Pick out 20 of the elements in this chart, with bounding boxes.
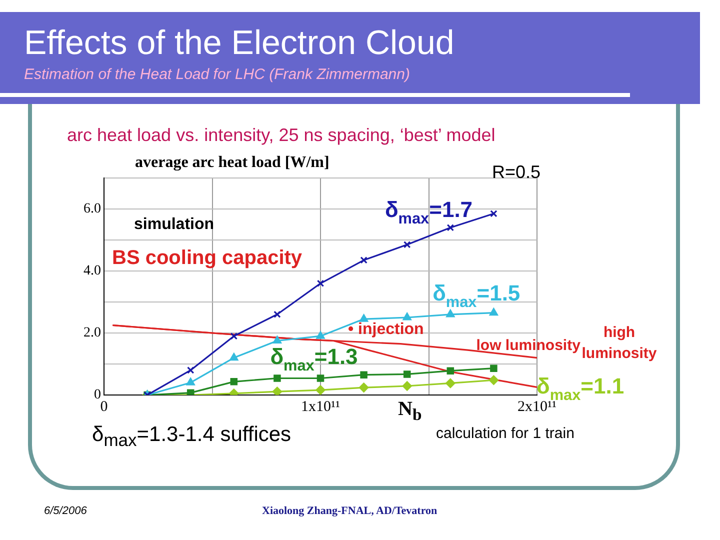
x-axis-title: N$_{b}$: [398, 398, 422, 425]
y-axis-title: average arc heat load [W/m]: [135, 154, 330, 172]
text: Xiaolong Zhang-FNAL, AD/Tevatron: [262, 505, 438, 518]
chart-subtitle: Estimation of the Heat Load for LHC (Frank Zimmermann): [24, 66, 410, 83]
text: calculation for 1 train: [436, 425, 574, 442]
y-tick-label: 2.0: [84, 326, 101, 341]
annotation: R=0.5: [492, 162, 541, 183]
text: 6/5/2006: [44, 505, 87, 518]
text: δ$_{max}$=1.3-1.4 suffices: [92, 423, 292, 450]
text: arc heat load vs. intensity, 25 ns spacing, ‘best’ model: [67, 125, 496, 146]
chart-title: Effects of the Electron Cloud: [24, 24, 454, 63]
annotation: • injection: [348, 321, 424, 339]
y-tick-label: 0: [94, 388, 101, 403]
series-label: low luminosity: [476, 337, 582, 354]
x-tick-label: 1x10¹¹: [301, 398, 340, 415]
y-tick-label: 6.0: [84, 202, 101, 217]
text: high luminosity: [582, 324, 658, 362]
y-tick-label: 4.0: [84, 264, 101, 279]
annotation: simulation: [134, 216, 214, 234]
annotation: BS cooling capacity: [112, 247, 302, 269]
